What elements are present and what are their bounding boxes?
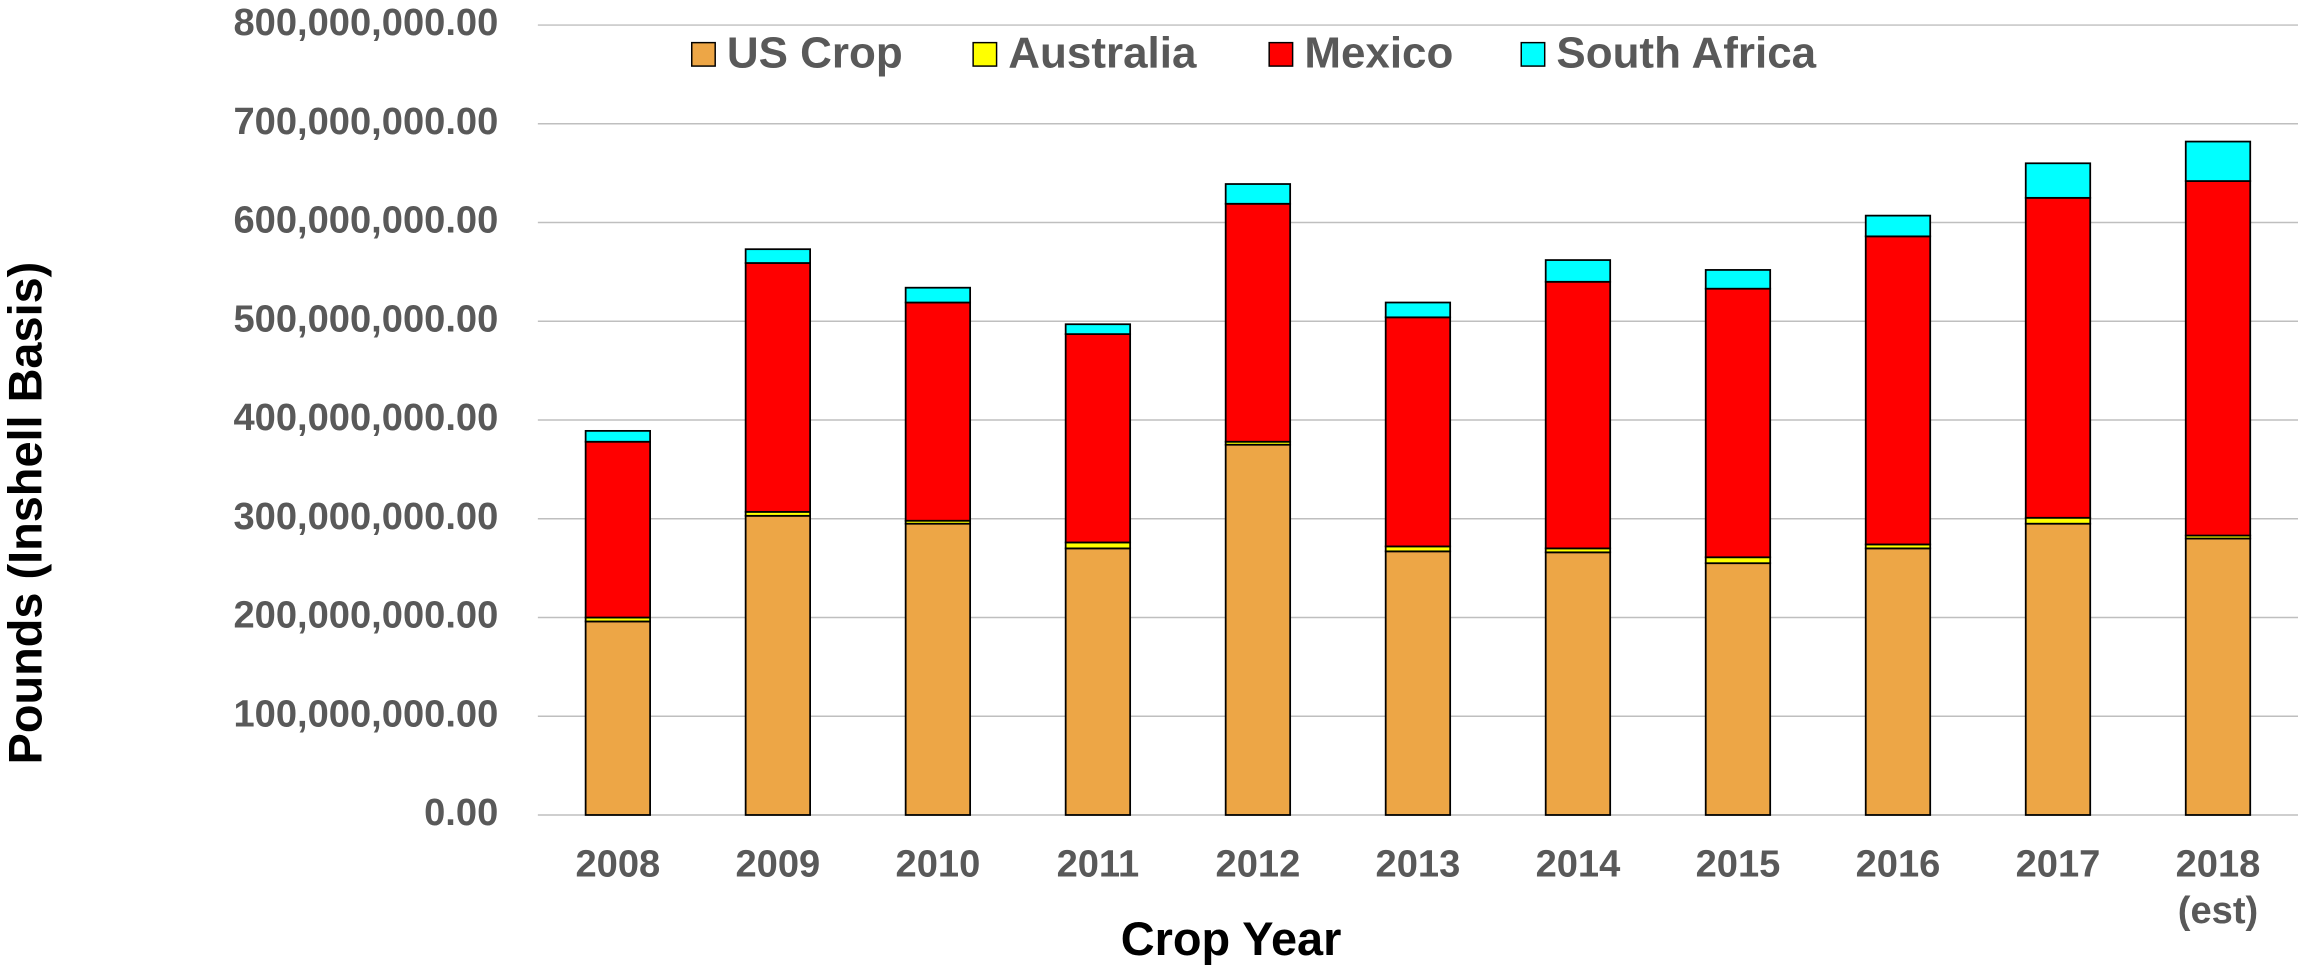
x-tick-label: 2012: [1216, 843, 1301, 885]
bar-segment: [2024, 196, 2092, 519]
x-axis-title: Crop Year: [1121, 913, 1342, 965]
bar-segment: [744, 514, 812, 816]
bar-segment: [1064, 333, 1132, 544]
x-tick-label: 2013: [1376, 843, 1461, 885]
bar-segment: [2184, 140, 2252, 182]
bar-segment: [584, 429, 651, 443]
x-tick-label-line: 2018: [2176, 843, 2261, 885]
bar-segment: [744, 248, 812, 264]
y-tick-label: 300,000,000.00: [233, 496, 498, 538]
bar-segment: [1704, 556, 1772, 565]
bar-segment: [1224, 202, 1292, 443]
bar-segment: [584, 620, 651, 816]
bar-segment: [1224, 183, 1292, 205]
x-tick-label: 2010: [896, 843, 981, 885]
x-tick-label: 2011: [1057, 843, 1140, 885]
legend-label: US Crop: [727, 28, 903, 77]
legend-swatch: [691, 41, 716, 67]
bar-segment: [1064, 323, 1132, 335]
bar-segment: [1384, 301, 1452, 319]
x-tick-label: 2015: [1696, 843, 1781, 885]
bar-segment: [2184, 537, 2252, 816]
y-tick-label: 600,000,000.00: [233, 200, 498, 242]
x-tick-label: 2009: [736, 843, 821, 885]
x-tick-label: 2017: [2016, 843, 2101, 885]
x-tick-label: 2014: [1536, 843, 1621, 885]
bar-segment: [2024, 516, 2092, 525]
legend-swatch: [1268, 41, 1294, 67]
bar-segment: [1704, 269, 1772, 290]
bar-segment: [1224, 443, 1292, 816]
y-tick-label: 0.00: [424, 792, 498, 834]
bar-segment: [2024, 162, 2092, 199]
x-tick-label: 2016: [1856, 843, 1941, 885]
legend-label: South Africa: [1556, 28, 1816, 77]
y-tick-label: 700,000,000.00: [233, 101, 498, 143]
bar-segment: [2184, 180, 2252, 537]
bar-segment: [744, 262, 812, 513]
bar-segment: [1544, 551, 1612, 816]
bar-segment: [1384, 316, 1452, 548]
x-tick-label: 2008: [575, 843, 660, 885]
legend-swatch: [1520, 41, 1546, 67]
bar-segment: [1864, 547, 1932, 816]
y-tick-label: 500,000,000.00: [233, 298, 498, 340]
bar-segment: [904, 522, 972, 816]
bar-segment: [1064, 547, 1132, 816]
legend-label: Australia: [1008, 28, 1197, 77]
bar-segment: [1864, 235, 1932, 546]
bar-segment: [904, 301, 972, 522]
bar-segment: [1704, 287, 1772, 559]
bar-segment: [904, 286, 972, 304]
bar-segment: [2024, 522, 2092, 816]
y-tick-label: 100,000,000.00: [233, 693, 498, 735]
x-tick-label: 2018 (est): [2176, 843, 2261, 932]
bar-segment: [1704, 562, 1772, 816]
legend-swatch: [972, 41, 998, 67]
y-tick-label: 400,000,000.00: [233, 397, 498, 439]
bar-segment: [1544, 280, 1612, 550]
x-tick-label-line: (est): [2178, 890, 2258, 932]
y-tick-label: 200,000,000.00: [233, 595, 498, 637]
legend-label: Mexico: [1304, 28, 1453, 77]
bar-segment: [1064, 541, 1132, 550]
bar-segment: [1384, 550, 1452, 816]
bar-segment: [584, 440, 651, 619]
y-axis-title: Pounds (Inshell Basis): [0, 262, 52, 765]
bar-segment: [1864, 214, 1932, 238]
y-tick-label: 800,000,000.00: [233, 2, 498, 44]
bar-segment: [1544, 259, 1612, 283]
